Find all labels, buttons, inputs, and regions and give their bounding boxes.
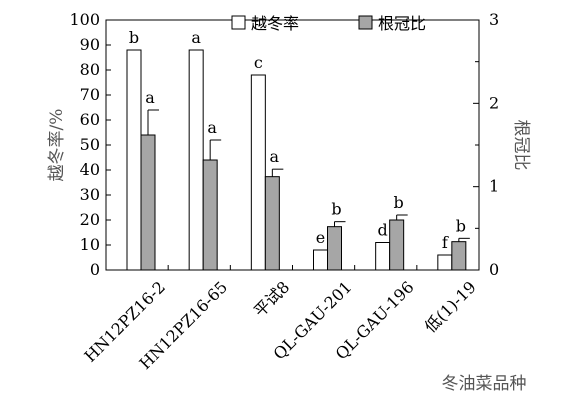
bar-overwinter-rate: [313, 249, 328, 271]
bar-root-shoot-ratio: [140, 134, 156, 271]
y2-axis-label: 根冠比: [511, 120, 531, 171]
category-label: 低(1)-19: [421, 277, 480, 336]
left-tick-label: 80: [80, 60, 100, 79]
legend-swatch-overwinter-rate: [231, 15, 246, 30]
sig-letter-overwinter: c: [254, 53, 263, 72]
sig-letter-overwinter: f: [442, 233, 449, 252]
right-tick-label: 0: [489, 260, 499, 279]
left-tick-label: 50: [80, 135, 100, 154]
bar-overwinter-rate: [126, 49, 142, 271]
labels-layer: baHN12PZ16-2aaHN12PZ16-65ca平试8ebQL-GAU-2…: [47, 28, 531, 394]
sig-letter-root-shoot: a: [270, 147, 280, 166]
legend-label-overwinter-rate: 越冬率: [251, 14, 299, 33]
y-axis-label: 越冬率/%: [47, 109, 67, 182]
bar-overwinter-rate: [437, 254, 453, 271]
left-tick-label: 20: [80, 210, 100, 229]
right-tick-label: 2: [489, 93, 499, 112]
legend-swatch-root-shoot-ratio: [358, 15, 373, 30]
bar-root-shoot-ratio: [389, 219, 405, 271]
left-tick-label: 70: [80, 85, 100, 104]
left-tick-label: 100: [69, 10, 100, 29]
bar-root-shoot-ratio: [327, 226, 342, 271]
left-tick-label: 30: [80, 185, 100, 204]
bar-overwinter-rate: [375, 242, 391, 271]
sig-letter-root-shoot: a: [207, 118, 217, 137]
plot-frame: [105, 19, 480, 271]
sig-letter-root-shoot: b: [394, 193, 404, 212]
bar-overwinter-rate: [188, 49, 204, 271]
sig-letter-overwinter: e: [316, 228, 325, 247]
right-tick-label: 3: [489, 10, 499, 29]
sig-letter-overwinter: a: [191, 28, 201, 47]
bar-overwinter-rate: [250, 74, 266, 271]
axes-layer: 0 10 20 30 40 50 60 70 80 90 100 0 1 2 3: [69, 10, 499, 279]
sig-letter-root-shoot: b: [331, 200, 341, 219]
right-tick-label: 1: [489, 177, 499, 196]
left-tick-label: 0: [90, 260, 100, 279]
bar-root-shoot-ratio: [264, 176, 280, 271]
sig-letter-root-shoot: a: [145, 88, 155, 107]
bar-root-shoot-ratio: [202, 159, 218, 271]
sig-letter-overwinter: d: [378, 221, 388, 240]
left-tick-label: 10: [80, 235, 100, 254]
sig-letter-root-shoot: b: [456, 216, 466, 235]
bars-layer: [126, 49, 470, 271]
legend-label-root-shoot-ratio: 根冠比: [378, 14, 426, 33]
left-tick-label: 40: [80, 160, 100, 179]
category-label: 平试8: [250, 277, 293, 320]
bar-root-shoot-ratio: [451, 241, 467, 271]
legend: 越冬率 根冠比: [231, 14, 426, 33]
x-axis-label: 冬油菜品种: [442, 374, 527, 394]
left-tick-label: 60: [80, 110, 100, 129]
left-tick-label: 90: [80, 35, 100, 54]
sig-letter-overwinter: b: [129, 28, 139, 47]
